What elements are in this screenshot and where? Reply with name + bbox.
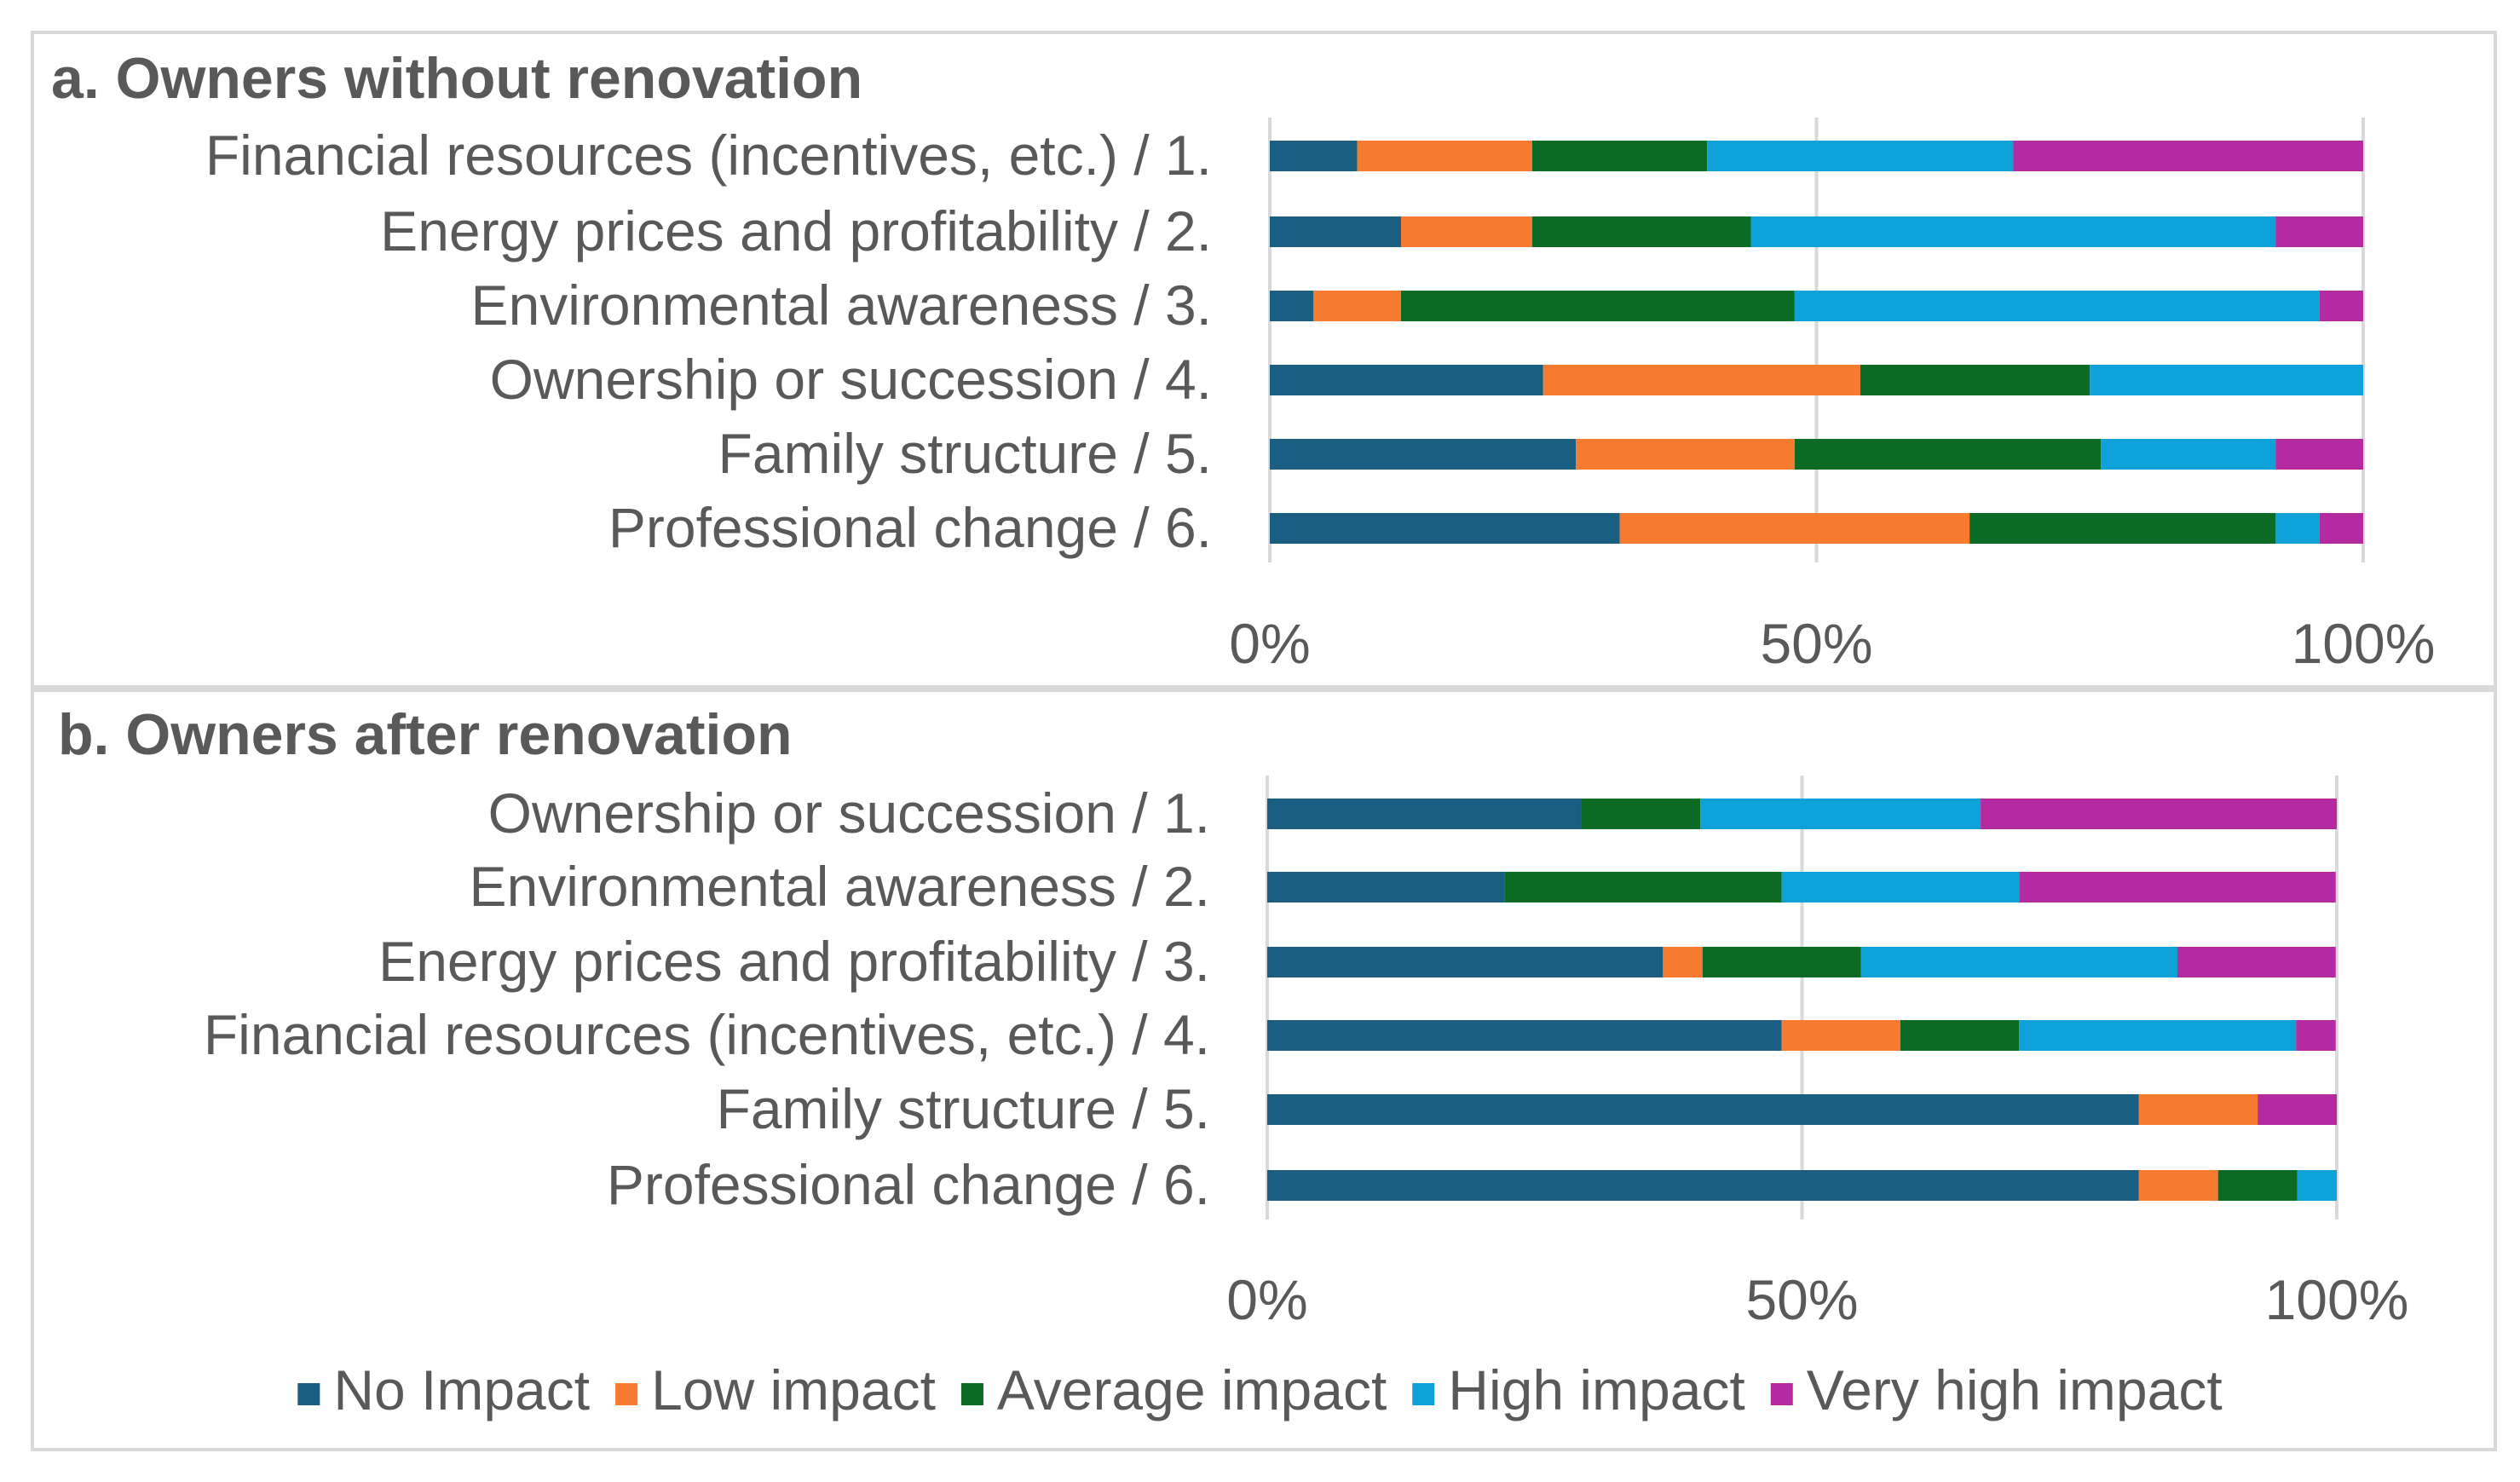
bar-segment-low-impact	[1619, 513, 1970, 544]
bar-segment-average-impact	[1794, 439, 2102, 470]
legend-swatch-very-high-impact	[1770, 1383, 1793, 1405]
bar-segment-high-impact	[2019, 1020, 2297, 1051]
category-label: Environmental awareness / 2.	[470, 855, 1210, 918]
x-tick-label: 0%	[1226, 1268, 1307, 1331]
bar-segment-no-impact	[1267, 872, 1505, 902]
bar-segment-low-impact	[1313, 291, 1401, 321]
category-label: Energy prices and profitability / 3.	[378, 930, 1210, 993]
bar-segment-average-impact	[1504, 872, 1782, 902]
bar-segment-very-high-impact	[2177, 947, 2336, 977]
category-label: Family structure / 5.	[717, 1077, 1210, 1140]
x-tick-label: 50%	[1760, 612, 1872, 675]
bar-segment-very-high-impact	[2319, 513, 2363, 544]
bar-segment-low-impact	[2138, 1094, 2258, 1125]
bar-segment-average-impact	[1400, 291, 1795, 321]
bar-segment-high-impact	[1750, 216, 2276, 247]
panel-a: a. Owners without renovation Financial r…	[31, 31, 2497, 689]
bar-segment-no-impact	[1267, 1170, 2139, 1201]
bar-segment-no-impact	[1267, 799, 1582, 829]
bar-segment-very-high-impact	[2019, 872, 2336, 902]
panel-a-title: a. Owners without renovation	[51, 46, 862, 111]
category-label: Professional change / 6.	[607, 1153, 1210, 1216]
legend-label-low-impact: Low impact	[651, 1358, 936, 1421]
bar-segment-no-impact	[1270, 291, 1314, 321]
bar-segment-no-impact	[1267, 1094, 2139, 1125]
bar-segment-average-impact	[2217, 1170, 2298, 1201]
bar-segment-low-impact	[1663, 947, 1703, 977]
panel-b-title: b. Owners after renovation	[58, 702, 793, 767]
bar-segment-low-impact	[1357, 141, 1532, 171]
bar-segment-average-impact	[1969, 513, 2276, 544]
category-label: Energy prices and profitability / 2.	[380, 199, 1212, 262]
legend-label-no-impact: No Impact	[333, 1358, 590, 1421]
category-label: Financial resources (incentives, etc.) /…	[204, 1003, 1210, 1066]
bar-segment-low-impact	[1576, 439, 1795, 470]
bar-segment-no-impact	[1267, 947, 1664, 977]
legend: No Impact Low impact Average impact High im…	[297, 1358, 2223, 1421]
bar-segment-no-impact	[1270, 365, 1543, 395]
bar-segment-average-impact	[1531, 216, 1751, 247]
legend-label-average-impact: Average impact	[997, 1358, 1387, 1421]
bar-segment-very-high-impact	[2275, 216, 2363, 247]
legend-label-high-impact: High impact	[1448, 1358, 1744, 1421]
bar-segment-high-impact	[2090, 365, 2363, 395]
bar-segment-high-impact	[1781, 872, 2020, 902]
legend-label-very-high-impact: Very high impact	[1807, 1358, 2223, 1421]
bar-segment-average-impact	[1531, 141, 1708, 171]
bar-segment-low-impact	[2138, 1170, 2218, 1201]
category-label: Environmental awareness / 3.	[471, 274, 1212, 337]
bar-segment-very-high-impact	[1981, 799, 2337, 829]
bar-segment-high-impact	[1707, 141, 2014, 171]
bar-segment-high-impact	[1860, 947, 2178, 977]
bar-segment-no-impact	[1270, 216, 1401, 247]
bar-segment-low-impact	[1543, 365, 1860, 395]
x-tick-label: 50%	[1745, 1268, 1858, 1331]
legend-swatch-no-impact	[297, 1383, 320, 1405]
bar-segment-no-impact	[1270, 513, 1620, 544]
bar-segment-no-impact	[1267, 1020, 1782, 1051]
bar-segment-low-impact	[1400, 216, 1532, 247]
legend-swatch-high-impact	[1412, 1383, 1435, 1405]
bar-segment-high-impact	[2101, 439, 2276, 470]
bar-segment-high-impact	[1700, 799, 1981, 829]
category-label: Family structure / 5.	[718, 422, 1212, 485]
x-tick-label: 100%	[2292, 612, 2436, 675]
bar-segment-average-impact	[1702, 947, 1861, 977]
bar-segment-low-impact	[1781, 1020, 1900, 1051]
category-label: Professional change / 6.	[608, 496, 1212, 559]
bar-segment-average-impact	[1860, 365, 2090, 395]
x-tick-label: 0%	[1229, 612, 1310, 675]
bar-segment-average-impact	[1581, 799, 1701, 829]
bar-segment-high-impact	[2275, 513, 2320, 544]
bar-segment-no-impact	[1270, 141, 1358, 171]
x-tick-label: 100%	[2265, 1268, 2409, 1331]
bar-segment-very-high-impact	[2013, 141, 2363, 171]
panel-b: b. Owners after renovation Ownership or …	[31, 689, 2497, 1451]
bar-segment-very-high-impact	[2319, 291, 2363, 321]
bar-segment-no-impact	[1270, 439, 1577, 470]
category-label: Financial resources (incentives, etc.) /…	[205, 124, 1212, 187]
category-label: Ownership or succession / 4.	[490, 348, 1212, 411]
panel-a-plot: Financial resources (incentives, etc.) /…	[205, 118, 2436, 675]
bar-segment-very-high-impact	[2275, 439, 2363, 470]
panel-b-plot: Ownership or succession / 1. Environmenta…	[204, 776, 2409, 1331]
bar-segment-very-high-impact	[2258, 1094, 2337, 1125]
bar-segment-high-impact	[2297, 1170, 2337, 1201]
bar-segment-average-impact	[1900, 1020, 2020, 1051]
legend-swatch-average-impact	[960, 1383, 983, 1405]
category-label: Ownership or succession / 1.	[488, 781, 1210, 845]
bar-segment-very-high-impact	[2296, 1020, 2336, 1051]
legend-swatch-low-impact	[615, 1383, 638, 1405]
bar-segment-high-impact	[1794, 291, 2320, 321]
